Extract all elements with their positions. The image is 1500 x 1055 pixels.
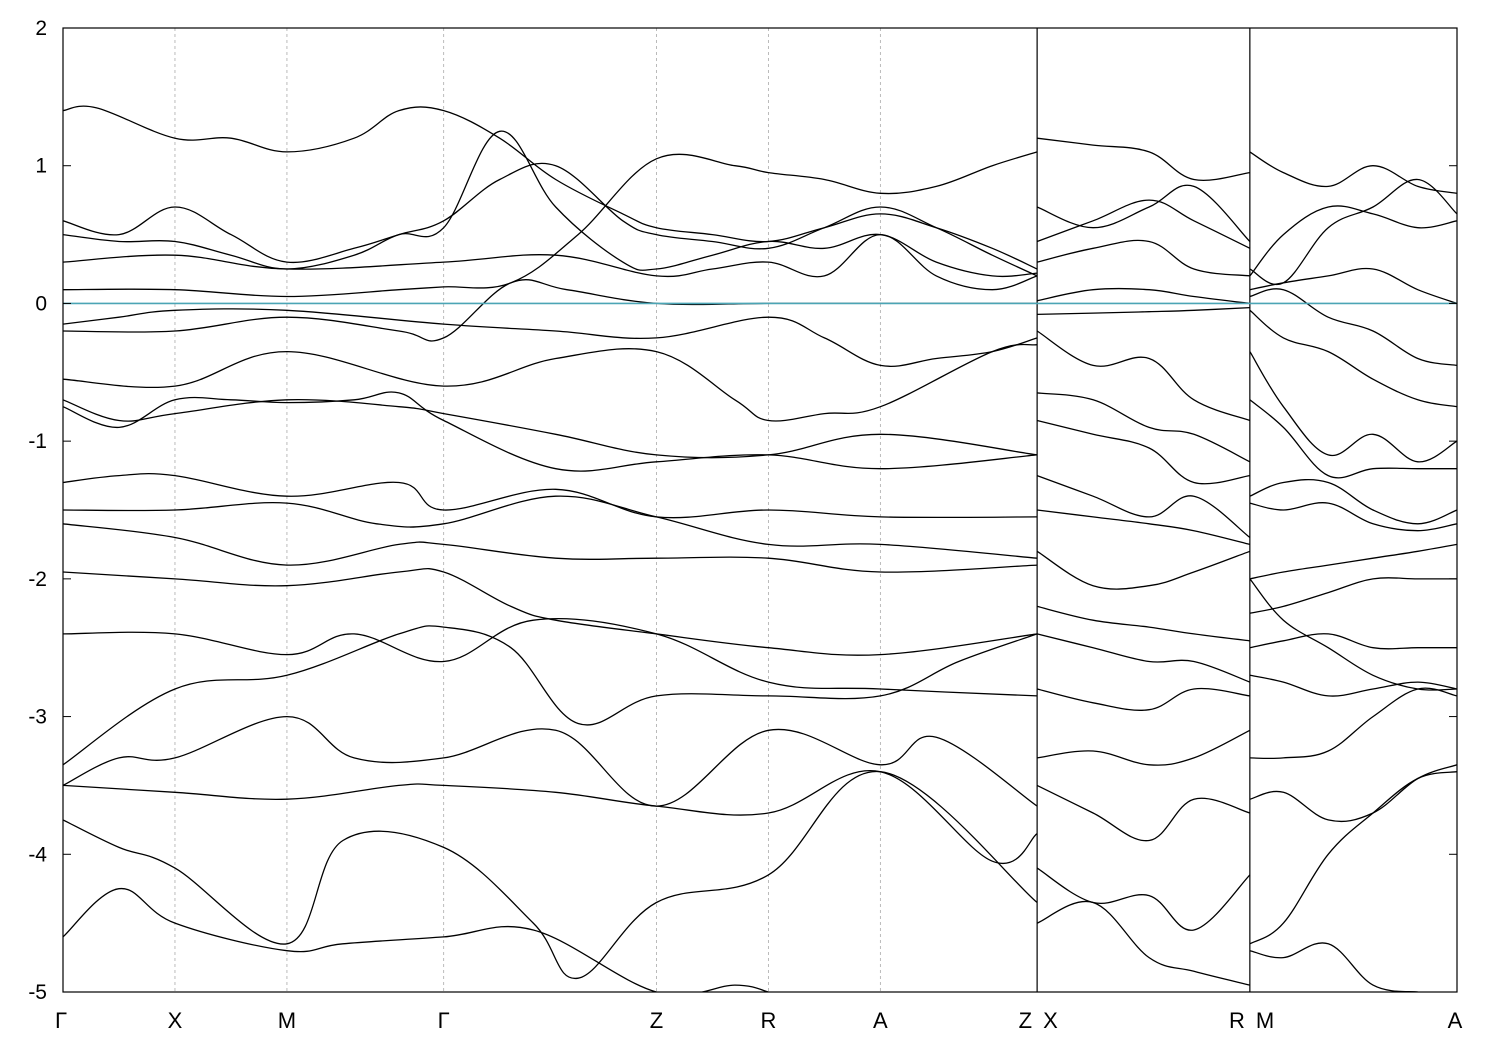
band-line-23	[1036, 239, 1250, 277]
band-line-6	[63, 279, 1038, 342]
band-line-29	[1036, 474, 1251, 539]
band-line-35	[1037, 729, 1251, 766]
y-tick-label: 0	[35, 292, 47, 315]
y-tick-label: -1	[28, 430, 47, 453]
band-line-14	[63, 618, 1038, 697]
band-lines	[63, 105, 1457, 992]
y-axis: 2 1 0 -1 -2 -3 -4 -5	[28, 17, 1457, 1004]
band-line-15	[63, 625, 1038, 766]
x-tick-label: X	[1043, 1008, 1058, 1033]
band-line-18	[63, 771, 1038, 979]
band-line-49	[1249, 543, 1457, 580]
y-tick-label: -5	[28, 981, 47, 1004]
x-tick-label: Z	[1019, 1008, 1032, 1033]
band-line-13	[63, 567, 1038, 656]
band-line-7	[63, 343, 1038, 422]
x-tick-label: M	[1256, 1008, 1274, 1033]
band-line-12	[63, 523, 1038, 573]
band-line-10	[63, 472, 1038, 519]
band-line-31	[1036, 550, 1251, 590]
band-line-51	[1249, 577, 1457, 614]
band-line-3	[63, 233, 1038, 291]
x-tick-label: A	[873, 1008, 888, 1033]
band-line-52	[1249, 633, 1457, 650]
band-line-45	[1249, 351, 1457, 463]
band-line-54	[1249, 687, 1457, 760]
band-line-25	[1037, 306, 1250, 316]
y-tick-label: 2	[35, 17, 47, 40]
band-line-21	[1036, 184, 1251, 242]
band-line-0	[63, 105, 1038, 270]
band-line-48	[1249, 502, 1457, 532]
band-line-42	[1249, 267, 1457, 305]
band-line-57	[1249, 942, 1418, 992]
band-line-33	[1036, 633, 1251, 683]
band-line-50	[1249, 578, 1457, 691]
band-line-44	[1249, 309, 1457, 408]
x-tick-label: Γ	[55, 1008, 67, 1033]
band-line-39	[1249, 151, 1457, 194]
band-line-36	[1036, 784, 1251, 842]
band-line-8	[63, 398, 1038, 459]
plot-frame-layer	[62, 27, 1458, 993]
x-tick-label: Γ	[438, 1008, 450, 1033]
band-line-32	[1036, 605, 1250, 642]
band-line-41	[1249, 205, 1457, 277]
x-tick-label: X	[168, 1008, 183, 1033]
band-line-34	[1036, 687, 1250, 711]
band-line-43	[1249, 288, 1457, 367]
band-line-28	[1036, 419, 1250, 485]
y-tick-label: 1	[35, 155, 47, 178]
band-line-9	[63, 391, 1038, 472]
band-line-37	[1036, 867, 1251, 931]
band-line-16	[63, 715, 1038, 807]
band-line-4	[63, 151, 1038, 298]
y-tick-label: -4	[28, 843, 47, 866]
band-line-1	[63, 162, 1038, 277]
band-line-53	[1249, 674, 1457, 697]
x-tick-label: A	[1448, 1008, 1463, 1033]
band-line-17	[63, 769, 1038, 864]
y-tick-label: -2	[28, 568, 47, 591]
band-line-19	[63, 888, 769, 992]
band-line-27	[1037, 392, 1251, 463]
band-line-24	[1036, 287, 1250, 305]
band-line-5	[63, 308, 1038, 367]
plot-frame	[62, 27, 1458, 993]
x-axis: Γ X M Γ Z R A Z R AMX	[55, 1008, 1463, 1033]
band-line-40	[1249, 178, 1457, 286]
band-line-20	[1037, 137, 1250, 181]
x-tick-label: R	[1229, 1008, 1245, 1033]
band-line-30	[1037, 509, 1251, 546]
band-line-11	[63, 495, 1038, 559]
band-line-46	[1249, 399, 1457, 479]
band-line-47	[1249, 478, 1457, 525]
x-tick-label: R	[760, 1008, 776, 1033]
y-tick-label: -3	[28, 706, 47, 729]
band-line-56	[1249, 771, 1457, 945]
band-line-55	[1249, 764, 1457, 823]
band-line-26	[1036, 330, 1251, 422]
band-line-22	[1036, 199, 1251, 249]
x-tick-label: Z	[650, 1008, 663, 1033]
band-line-38	[1036, 900, 1251, 986]
x-tick-label: M	[278, 1008, 296, 1033]
